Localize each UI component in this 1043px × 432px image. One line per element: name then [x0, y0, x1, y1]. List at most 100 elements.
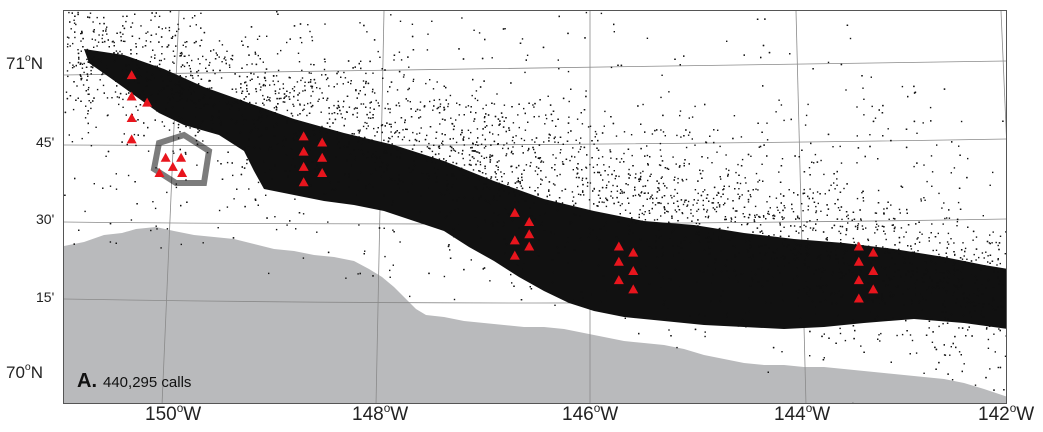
- call-point: [86, 58, 88, 61]
- call-point: [112, 40, 114, 42]
- call-point: [809, 227, 812, 229]
- call-point: [533, 148, 535, 151]
- call-point: [404, 121, 406, 124]
- call-point: [931, 223, 933, 225]
- call-point: [826, 239, 828, 241]
- call-point: [245, 96, 247, 98]
- call-point: [870, 247, 872, 249]
- call-point: [661, 223, 663, 225]
- call-point: [77, 97, 79, 99]
- call-point: [938, 287, 940, 289]
- call-point: [478, 32, 481, 34]
- call-point: [319, 130, 321, 133]
- call-point: [591, 140, 593, 142]
- call-point: [895, 286, 898, 288]
- call-point: [167, 102, 169, 104]
- call-point: [796, 267, 798, 269]
- call-point: [679, 165, 681, 167]
- recorder-site-marker: [524, 217, 535, 226]
- call-point: [975, 248, 978, 250]
- call-point: [154, 54, 156, 56]
- call-point: [659, 235, 662, 237]
- call-point: [398, 51, 401, 53]
- call-point: [420, 151, 423, 153]
- call-point: [212, 69, 214, 72]
- call-point: [883, 213, 885, 215]
- call-point: [244, 147, 246, 150]
- call-point: [998, 328, 1000, 330]
- call-point: [610, 195, 612, 197]
- call-point: [951, 379, 954, 381]
- call-point: [956, 269, 959, 271]
- call-point: [90, 69, 92, 72]
- call-point: [822, 359, 825, 361]
- call-point: [250, 129, 253, 131]
- call-point: [389, 111, 391, 114]
- call-point: [497, 166, 499, 168]
- call-point: [497, 143, 499, 145]
- call-point: [398, 102, 400, 104]
- call-point: [510, 82, 512, 84]
- call-point: [167, 44, 170, 46]
- call-point: [749, 194, 751, 196]
- call-point: [589, 232, 591, 235]
- call-point: [168, 69, 171, 72]
- call-point: [817, 202, 819, 205]
- call-point: [120, 36, 122, 38]
- call-point: [562, 97, 565, 100]
- call-point: [805, 114, 808, 117]
- call-point: [476, 141, 478, 143]
- call-point: [615, 236, 618, 238]
- call-point: [514, 182, 517, 184]
- call-point: [836, 170, 838, 173]
- call-point: [131, 22, 134, 24]
- call-point: [107, 39, 109, 41]
- call-point: [276, 107, 278, 109]
- call-point: [485, 113, 487, 115]
- call-point: [418, 132, 421, 134]
- call-point: [743, 206, 746, 208]
- call-point: [276, 143, 279, 145]
- call-point: [620, 189, 622, 191]
- call-point: [942, 303, 944, 306]
- call-point: [803, 192, 806, 194]
- call-point: [650, 196, 652, 198]
- call-point: [173, 152, 175, 154]
- call-point: [343, 100, 345, 103]
- call-point: [102, 187, 104, 189]
- call-point: [353, 149, 355, 151]
- call-point: [599, 197, 601, 199]
- call-point: [747, 201, 750, 203]
- call-point: [336, 72, 338, 75]
- call-point: [435, 131, 438, 133]
- call-point: [666, 187, 668, 189]
- call-point: [90, 107, 92, 110]
- call-point: [532, 146, 534, 149]
- call-point: [479, 86, 482, 88]
- call-point: [737, 193, 739, 195]
- call-point: [394, 121, 396, 124]
- call-point: [663, 206, 665, 208]
- call-point: [581, 169, 583, 171]
- call-point: [644, 219, 647, 221]
- call-point: [512, 122, 515, 124]
- call-point: [664, 208, 666, 211]
- call-point: [886, 274, 888, 276]
- call-point: [991, 242, 993, 244]
- call-point: [418, 117, 420, 119]
- recorder-site-marker: [524, 241, 535, 251]
- call-point: [394, 132, 396, 134]
- call-point: [598, 171, 601, 174]
- call-point: [809, 174, 811, 176]
- call-point: [820, 286, 822, 289]
- call-point: [165, 27, 167, 29]
- call-point: [183, 55, 186, 57]
- call-point: [768, 247, 770, 249]
- call-point: [369, 117, 372, 119]
- call-point: [918, 303, 920, 305]
- recorder-site-marker: [177, 168, 188, 178]
- call-point: [123, 133, 125, 135]
- call-point: [505, 130, 507, 133]
- call-point: [931, 286, 934, 289]
- call-point: [744, 177, 746, 179]
